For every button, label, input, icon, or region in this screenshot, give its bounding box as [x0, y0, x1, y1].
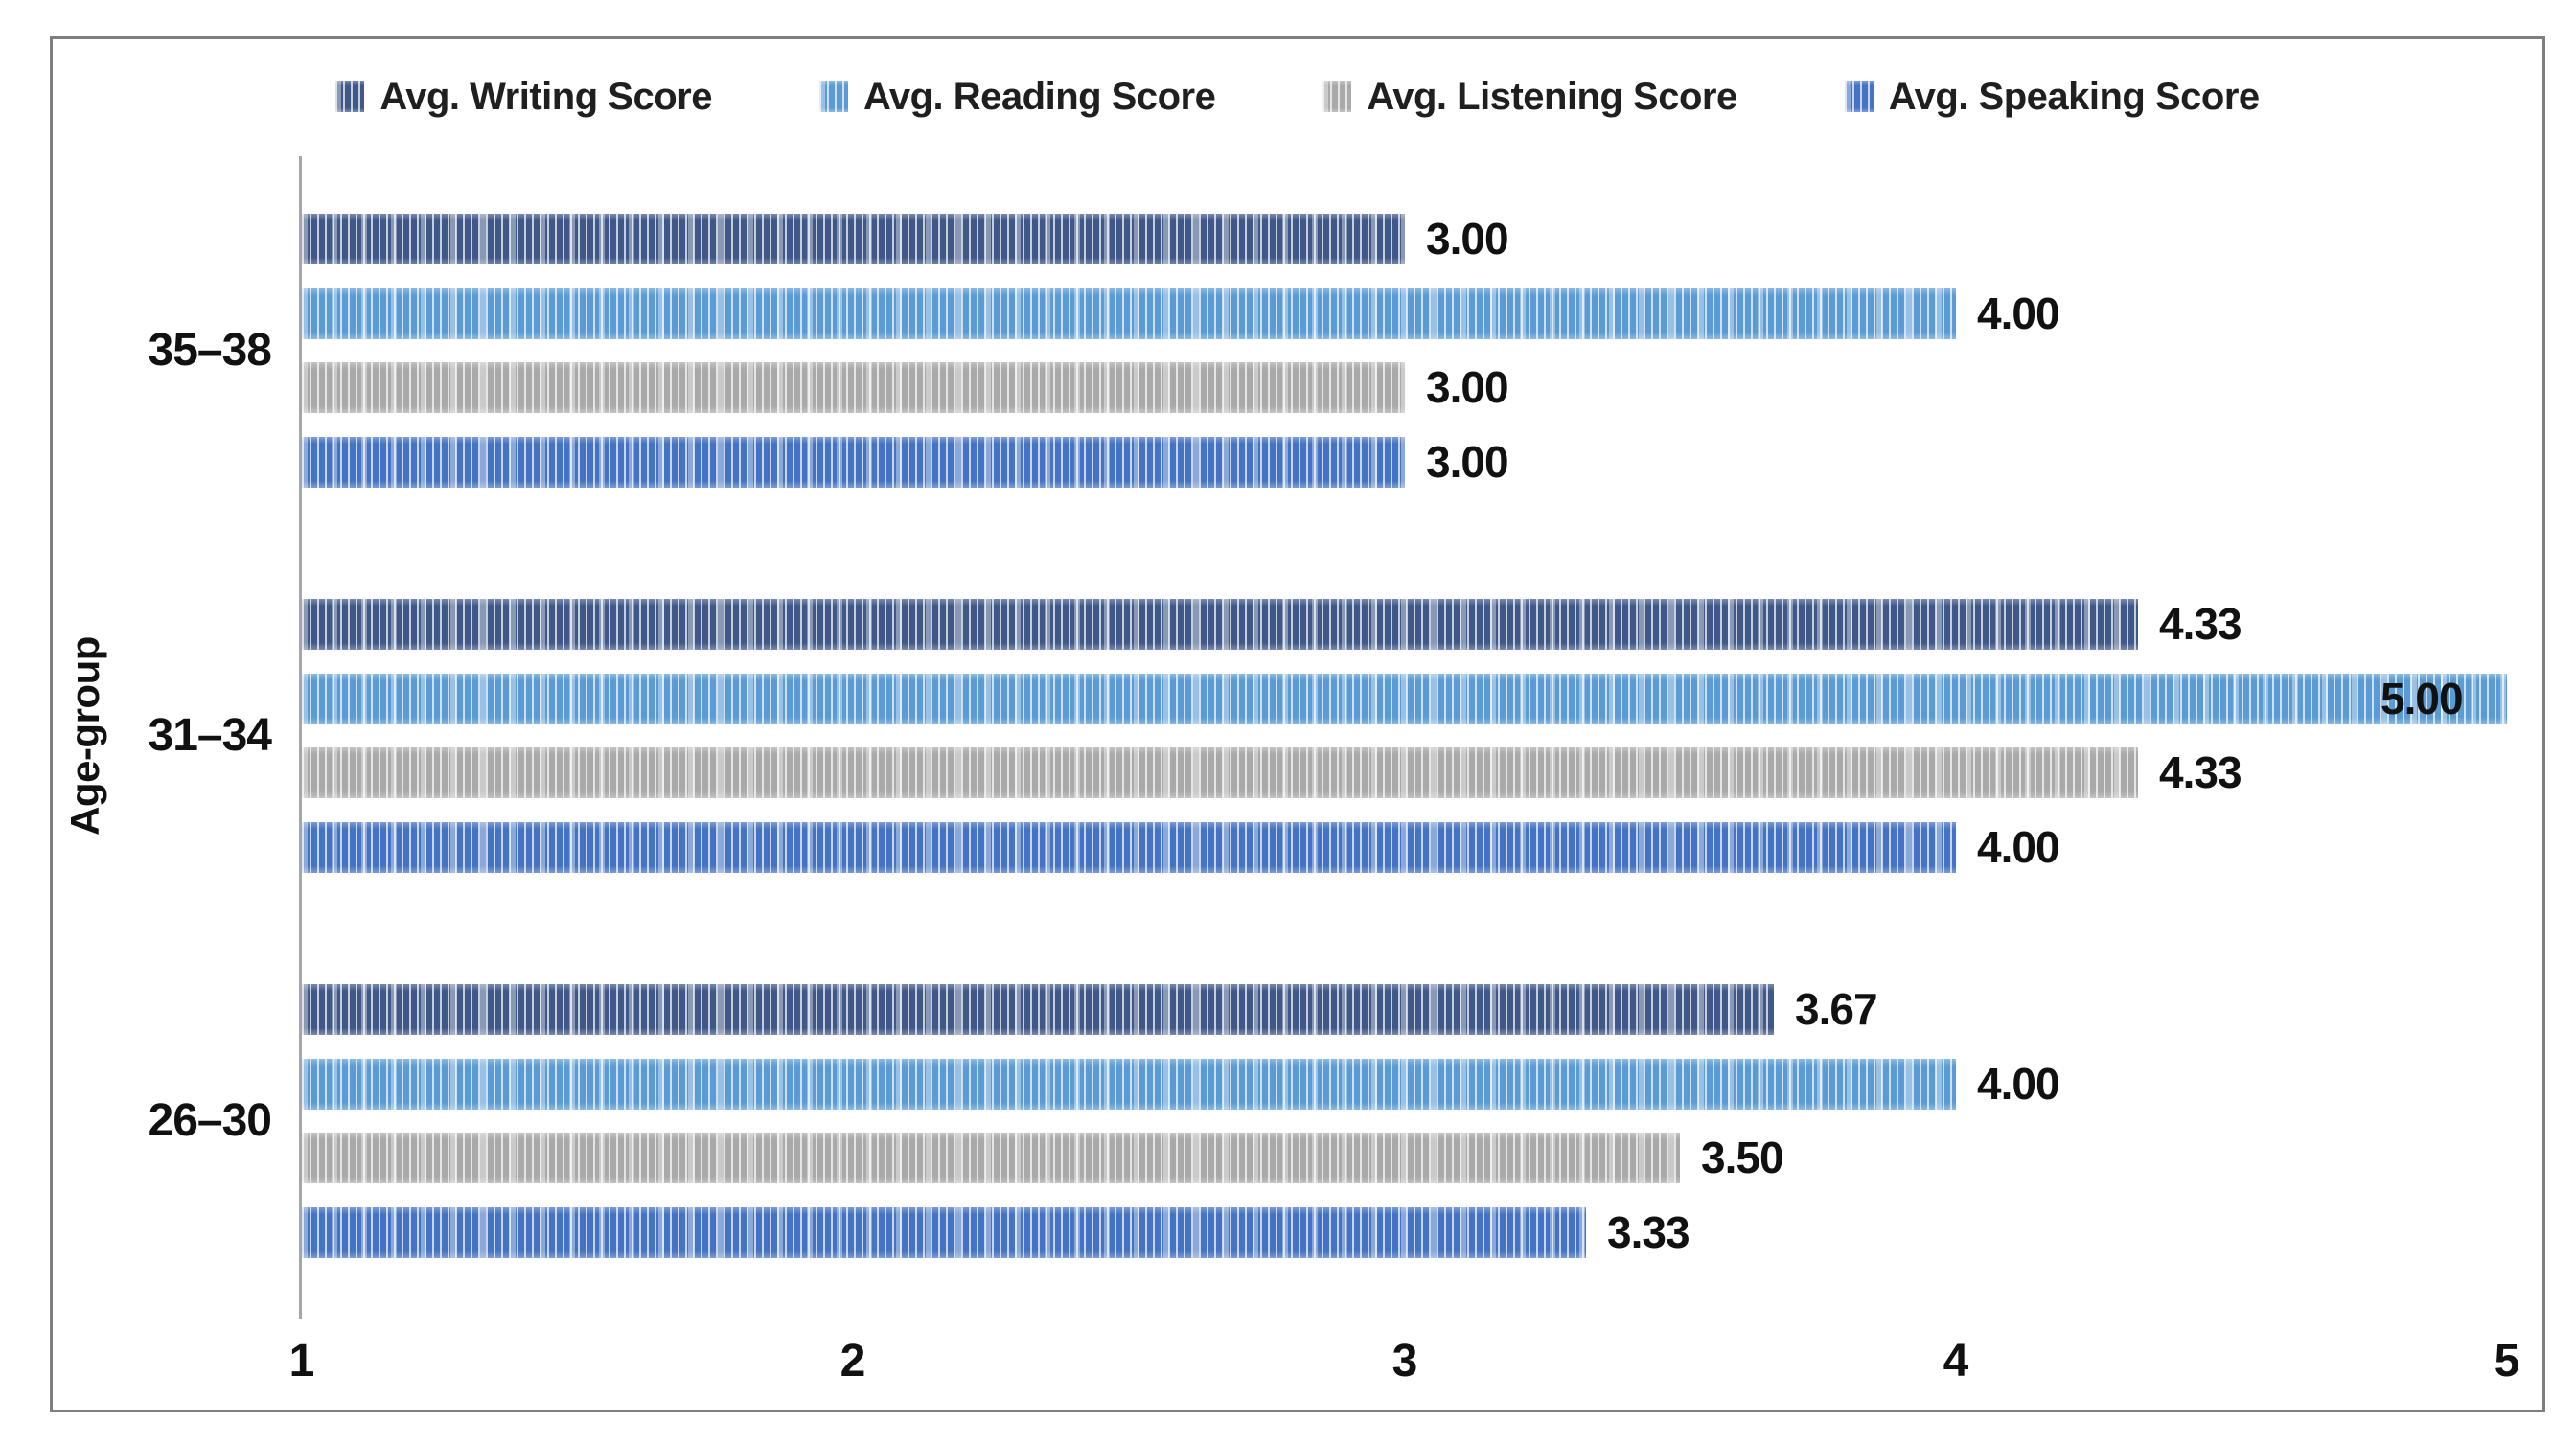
legend-swatch-speaking [1844, 81, 1874, 112]
legend-swatch-reading [818, 81, 848, 112]
bar-speaking-35-38 [302, 437, 1405, 488]
bar-value-label: 4.33 [2159, 747, 2242, 797]
bar-reading-26-30 [302, 1059, 1956, 1110]
y-axis-line [299, 156, 302, 1319]
bar-listening-35-38 [302, 362, 1405, 413]
x-tick-label: 1 [288, 1336, 315, 1387]
bar-writing-35-38 [302, 214, 1405, 264]
bar-listening-26-30 [302, 1133, 1680, 1183]
bar-value-label: 3.67 [1795, 984, 1878, 1034]
bar-writing-31-34 [302, 599, 2138, 650]
bar-value-label: 4.00 [1977, 288, 2060, 338]
bar-value-label: 4.00 [1977, 1059, 2060, 1109]
legend-item-listening: Avg. Listening Score [1322, 75, 1737, 119]
legend-swatch-listening [1322, 81, 1352, 112]
category-label: 26–30 [148, 1095, 272, 1146]
bar-value-label: 3.00 [1426, 437, 1509, 487]
x-tick-label: 2 [840, 1336, 866, 1387]
bar-value-label: 3.00 [1426, 214, 1509, 264]
x-tick-label: 4 [1943, 1336, 1969, 1387]
category-label: 31–34 [148, 710, 272, 761]
legend-label: Avg. Speaking Score [1888, 75, 2260, 118]
bar-value-label: 4.00 [1977, 822, 2060, 872]
legend-item-reading: Avg. Reading Score [818, 75, 1216, 119]
chart-frame: Avg. Writing Score Avg. Reading Score Avg.… [50, 36, 2545, 1412]
x-tick-label: 5 [2494, 1336, 2520, 1387]
bar-speaking-31-34 [302, 822, 1956, 873]
bar-value-label: 4.33 [2159, 599, 2242, 649]
bar-reading-31-34 [302, 674, 2507, 724]
bar-speaking-26-30 [302, 1207, 1586, 1258]
bar-value-label: 3.50 [1701, 1133, 1784, 1182]
category-label: 35–38 [148, 325, 272, 376]
bar-value-label: 5.00 [2380, 674, 2464, 723]
legend-label: Avg. Reading Score [862, 75, 1216, 118]
bar-writing-26-30 [302, 984, 1774, 1035]
x-tick-label: 3 [1392, 1336, 1418, 1387]
legend-swatch-writing [335, 81, 365, 112]
legend-label: Avg. Listening Score [1367, 75, 1737, 118]
bar-reading-35-38 [302, 288, 1956, 339]
legend: Avg. Writing Score Avg. Reading Score Avg.… [53, 70, 2542, 124]
bar-value-label: 3.00 [1426, 362, 1509, 412]
bar-listening-31-34 [302, 747, 2138, 798]
plot-area: 3.00 4.00 3.00 3.00 4.33 5.00 4.33 4.00 3.67 4.00… [302, 156, 2507, 1316]
legend-item-speaking: Avg. Speaking Score [1844, 75, 2260, 119]
bar-value-label: 3.33 [1607, 1207, 1690, 1257]
legend-item-writing: Avg. Writing Score [335, 76, 712, 119]
legend-label: Avg. Writing Score [380, 75, 712, 118]
